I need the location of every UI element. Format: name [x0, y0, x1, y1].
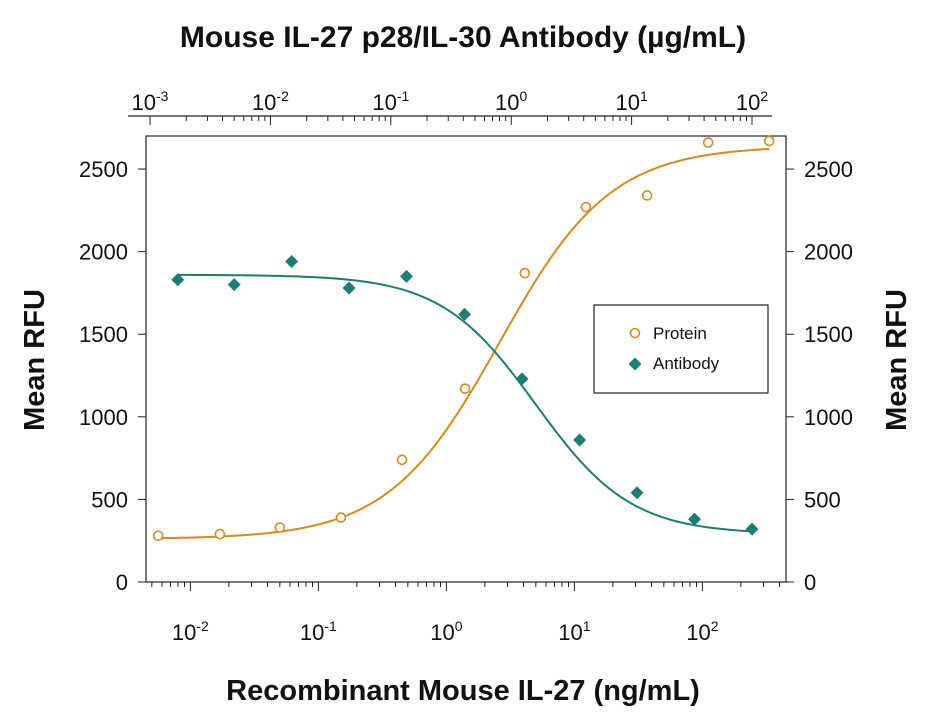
- y-tick-label: 500: [91, 487, 128, 512]
- y-axis-label-left: Mean RFU: [19, 289, 51, 431]
- x2-tick-label: 102: [736, 88, 768, 115]
- point-protein: [396, 454, 408, 466]
- point-antibody: [399, 269, 413, 283]
- legend-label-protein: Protein: [653, 324, 707, 343]
- fit-curves: [158, 147, 770, 540]
- point-protein: [335, 512, 347, 523]
- legend: Protein Antibody: [593, 304, 769, 394]
- chart-title: Mouse IL-27 p28/IL-30 Antibody (µg/mL): [180, 21, 746, 54]
- x-tick-label: 100: [430, 618, 462, 645]
- legend-label-antibody: Antibody: [653, 354, 720, 373]
- point-protein: [641, 190, 653, 201]
- point-antibody: [515, 372, 529, 386]
- x2-tick-label: 10-1: [372, 88, 409, 115]
- point-antibody: [285, 255, 299, 269]
- x-tick-label: 102: [686, 618, 718, 645]
- fit-curve-protein: [158, 147, 770, 540]
- legend-markers: [628, 327, 642, 371]
- x2-tick-label: 100: [495, 88, 527, 115]
- point-antibody: [573, 433, 587, 447]
- point-protein: [274, 522, 286, 533]
- point-antibody: [458, 307, 472, 321]
- x-tick-label: 101: [558, 618, 590, 645]
- fit-curve-antibody: [177, 273, 753, 533]
- legend-box: [593, 304, 769, 394]
- x-axis-label: Recombinant Mouse IL-27 (ng/mL): [226, 675, 700, 707]
- point-antibody: [227, 278, 241, 292]
- y2-tick-label: 500: [804, 487, 841, 512]
- y-tick-label: 2000: [79, 240, 128, 265]
- legend-marker-antibody: [628, 357, 642, 371]
- point-protein: [763, 135, 775, 147]
- legend-marker-protein: [629, 327, 641, 339]
- y2-tick-label: 1500: [804, 322, 853, 347]
- x2-tick-label: 10-2: [252, 88, 289, 115]
- point-antibody: [745, 522, 759, 536]
- plot-frame: [145, 135, 787, 583]
- y2-tick-label: 2000: [804, 240, 853, 265]
- point-protein: [702, 137, 714, 148]
- y-tick-label: 1000: [79, 405, 128, 430]
- point-antibody: [342, 281, 356, 295]
- x2-tick-label: 10-3: [132, 88, 169, 115]
- y2-tick-label: 1000: [804, 405, 853, 430]
- point-antibody: [688, 512, 702, 526]
- y-tick-label: 2500: [79, 157, 128, 182]
- y-axis-label-right: Mean RFU: [881, 289, 913, 431]
- point-protein: [152, 530, 164, 542]
- point-protein: [214, 528, 226, 540]
- x-tick-label: 10-1: [300, 618, 337, 645]
- point-antibody: [171, 273, 185, 287]
- data-points: [152, 135, 775, 542]
- y2-tick-label: 2500: [804, 157, 853, 182]
- y-tick-label: 1500: [79, 322, 128, 347]
- point-protein: [580, 201, 592, 213]
- x2-tick-label: 101: [615, 88, 647, 115]
- ticks-layer: 10-2 10-1 100 101 102 10-3 10-2 10-1 100 101 102 0 0…: [79, 88, 853, 645]
- point-antibody: [630, 486, 644, 500]
- y-tick-label: 0: [116, 570, 128, 595]
- y2-tick-label: 0: [804, 570, 816, 595]
- point-protein: [459, 383, 471, 395]
- point-protein: [519, 267, 531, 279]
- x-tick-label: 10-2: [172, 618, 209, 645]
